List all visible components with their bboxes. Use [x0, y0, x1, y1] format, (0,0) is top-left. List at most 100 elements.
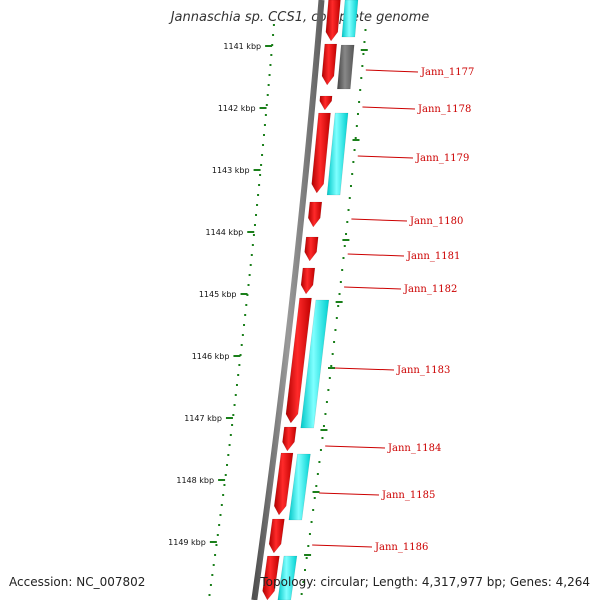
outer-ruler-dot: [334, 329, 337, 331]
ruler-dot: [245, 304, 248, 306]
gene-label: Jann_1182: [403, 284, 457, 295]
kbp-tick-label: 1146 kbp: [192, 352, 230, 361]
kbp-tick-label: 1145 kbp: [199, 290, 237, 299]
outer-ruler-dot: [347, 209, 350, 211]
gene-label: Jann_1181: [406, 251, 460, 262]
outer-ruler-dot: [351, 173, 354, 175]
kbp-tick-label: 1142 kbp: [218, 104, 256, 113]
ruler-dot: [239, 354, 242, 356]
ruler-dot: [262, 144, 265, 146]
cds-arrow: [304, 236, 319, 262]
ruler-dot: [255, 214, 258, 216]
ruler-dot: [251, 244, 254, 246]
ruler-dot: [231, 424, 234, 426]
ruler-dot: [256, 204, 259, 206]
ruler-dot: [228, 444, 231, 446]
kbp-tick-label: 1147 kbp: [184, 414, 222, 423]
outer-ruler-dot: [339, 281, 342, 283]
gene-leader-line: [357, 155, 414, 159]
ruler-dot: [227, 454, 230, 456]
ruler-dot: [234, 394, 237, 396]
ruler-dot: [243, 324, 246, 326]
kbp-tick-label: 1143 kbp: [212, 166, 250, 175]
ruler-dot: [269, 64, 272, 66]
ruler-dot: [216, 534, 219, 536]
kbp-tick-label: 1141 kbp: [223, 42, 261, 51]
accession-text: Accession: NC_007802: [9, 575, 146, 589]
outer-ruler-dot: [349, 185, 352, 187]
cyan-feature: [341, 0, 359, 38]
ruler-dot: [258, 184, 261, 186]
outer-ruler-dot: [328, 377, 331, 379]
cds-arrow: [273, 452, 294, 516]
ruler-dot: [264, 114, 267, 116]
outer-ruler-dot: [302, 581, 305, 583]
gene-label: Jann_1184: [387, 443, 441, 454]
outer-ruler-dot: [364, 29, 367, 31]
ruler-dot: [224, 474, 227, 476]
ruler-dot: [272, 24, 275, 26]
ruler-dot: [240, 344, 243, 346]
ruler-dot: [259, 174, 262, 176]
backbone-line: [251, 0, 325, 600]
ruler-dot: [218, 524, 221, 526]
cyan-feature: [300, 299, 330, 429]
ruler-dot: [262, 134, 265, 136]
gray-feature: [337, 44, 355, 90]
outer-ruler-dot: [331, 353, 334, 355]
ruler-dot: [249, 264, 252, 266]
ruler-dot: [229, 434, 232, 436]
ruler-dot: [252, 234, 255, 236]
outer-ruler-dot: [352, 161, 355, 163]
outer-ruler-dot: [330, 365, 333, 367]
outer-ruler-dot: [322, 425, 325, 427]
outer-ruler-dot: [361, 65, 364, 67]
kbp-ruler: 1141 kbp 1142 kbp 1143 kbp 1144 kbp 1145 kbp…: [168, 24, 368, 596]
ruler-dot: [268, 74, 271, 76]
outer-ruler-dot: [362, 53, 365, 55]
gene-leader-line: [312, 544, 373, 548]
outer-ruler-dot: [310, 521, 313, 523]
gene-leader-line: [319, 492, 380, 496]
outer-ruler-dot: [305, 557, 308, 559]
ruler-dot: [271, 44, 274, 46]
outer-ruler-dot: [359, 89, 362, 91]
topology-text: Topology: circular; Length: 4,317,977 bp…: [260, 575, 590, 589]
ruler-dot: [222, 494, 225, 496]
outer-ruler-dot: [341, 269, 344, 271]
ruler-dot: [212, 564, 215, 566]
outer-ruler-dot: [345, 233, 348, 235]
outer-ruler-dot: [304, 569, 307, 571]
gene-leader-line: [344, 286, 402, 290]
genome-backbone: [251, 0, 325, 600]
feature-tracks: [262, 0, 359, 600]
gene-leader-line: [347, 253, 405, 257]
kbp-tick-label: 1148 kbp: [176, 476, 214, 485]
ruler-dot: [244, 314, 247, 316]
ruler-dot: [261, 154, 264, 156]
ruler-dot: [233, 404, 236, 406]
outer-ruler-dot: [346, 221, 349, 223]
outer-ruler-dot: [355, 125, 358, 127]
outer-ruler-dot: [338, 293, 341, 295]
ruler-dot: [214, 554, 217, 556]
ruler-dot: [241, 334, 244, 336]
outer-ruler-dot: [318, 461, 321, 463]
cds-arrow: [321, 43, 338, 86]
outer-ruler-dot: [358, 101, 361, 103]
ruler-dot: [270, 54, 273, 56]
gene-leader-line: [325, 445, 386, 449]
cds-arrow: [311, 112, 331, 194]
outer-ruler-dot: [316, 473, 319, 475]
ruler-dot: [215, 544, 218, 546]
ruler-dot: [260, 164, 263, 166]
cds-arrow: [307, 201, 323, 228]
cyan-feature: [277, 555, 298, 600]
ruler-dot: [247, 284, 250, 286]
outer-ruler-dot: [307, 545, 310, 547]
ruler-dot: [272, 34, 275, 36]
ruler-dot: [220, 504, 223, 506]
gene-label: Jann_1186: [374, 542, 428, 553]
ruler-dot: [250, 254, 253, 256]
outer-ruler-dot: [325, 401, 328, 403]
